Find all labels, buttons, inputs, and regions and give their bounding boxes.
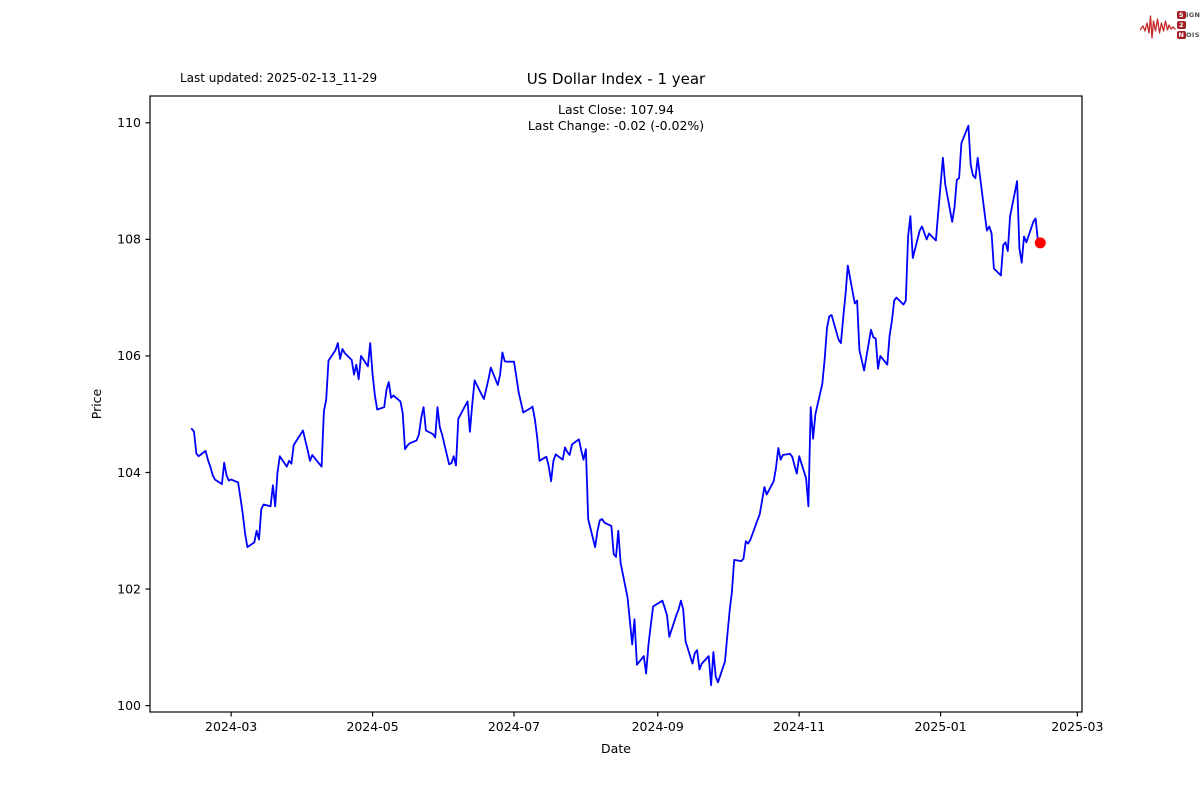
x-tick-label: 2025-01 [914,719,966,734]
brand-letter-box: N [1177,30,1186,40]
brand-letter-box: S [1177,10,1186,20]
brand-row-signal: S IGNAL [1177,10,1200,20]
price-line-series [190,124,1042,687]
x-tick-label: 2024-05 [346,719,398,734]
brand-letters: IGNAL [1186,10,1200,19]
y-tick-label: 106 [117,348,141,363]
brand-row-noise: N OISE [1177,30,1200,40]
waveform-icon [1140,15,1176,39]
x-axis-title: Date [601,741,631,756]
plot-frame [149,95,1083,713]
brand-logo: S IGNAL 2 N OISE [1140,4,1200,46]
x-tick-label: 2024-09 [632,719,684,734]
x-tick-label: 2024-11 [773,719,825,734]
x-tick-label: 2025-03 [1051,719,1103,734]
brand-letter-box: 2 [1177,20,1186,30]
last-close-label: Last Close: 107.94 [558,102,674,117]
brand-row-two: 2 [1177,20,1200,30]
y-tick-label: 110 [117,115,141,130]
y-tick-label: 104 [117,465,141,480]
last-change-label: Last Change: -0.02 (-0.02%) [527,118,705,133]
last-updated-label: Last updated: 2025-02-13_11-29 [180,71,378,85]
chart-title: US Dollar Index - 1 year [526,70,706,88]
brand-text: S IGNAL 2 N OISE [1177,10,1200,40]
y-tick-label: 102 [117,581,141,596]
brand-letters: OISE [1186,30,1200,39]
y-tick-label: 100 [117,698,141,713]
x-tick-label: 2024-07 [488,719,540,734]
last-close-marker [1034,237,1046,249]
y-tick-label: 108 [117,232,141,247]
y-axis-title: Price [89,388,104,419]
x-tick-label: 2024-03 [205,719,257,734]
